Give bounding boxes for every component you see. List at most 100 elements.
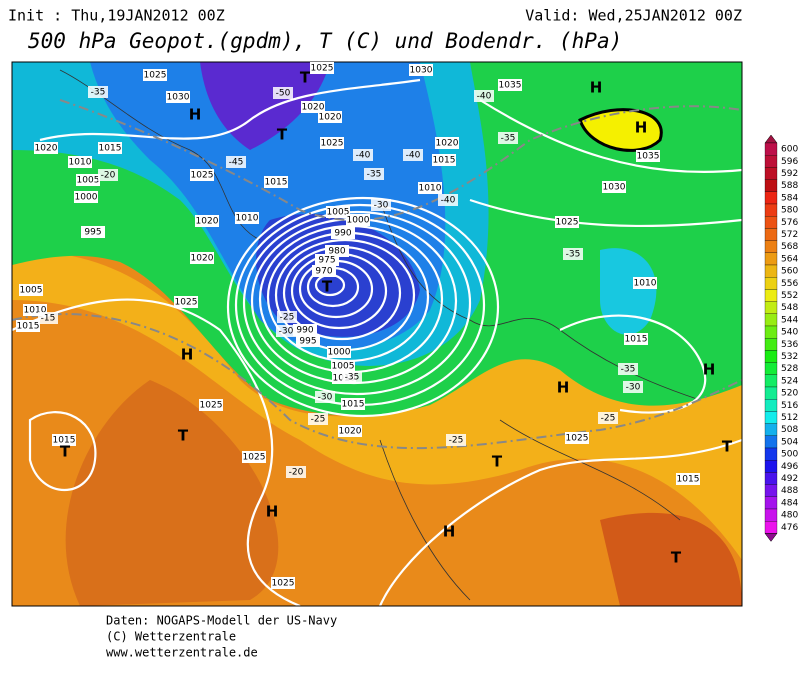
- label-box: [371, 199, 391, 211]
- label-box: [342, 371, 362, 383]
- colorbar-swatch: [764, 313, 778, 327]
- colorbar-label: 536: [781, 340, 798, 350]
- footer-line: www.wetterzentrale.de: [106, 646, 258, 660]
- label-box: [341, 398, 365, 410]
- label-box: [242, 451, 266, 463]
- isotherms: [12, 99, 742, 450]
- colorbar-swatch: [764, 411, 778, 424]
- label-box: [338, 425, 362, 437]
- colorbar-label: 552: [781, 291, 798, 301]
- colorbar-swatch: [764, 386, 778, 400]
- temperature-label: -25: [601, 414, 616, 424]
- label-box: [438, 194, 458, 206]
- label-box: [418, 182, 442, 194]
- init-time: Init : Thu,19JAN2012 00Z: [8, 7, 225, 25]
- label-box: [277, 311, 297, 323]
- isobar-label: 1025: [175, 298, 198, 308]
- label-box: [143, 69, 167, 81]
- colorbar-swatch: [764, 325, 778, 339]
- isobar-label: 975: [318, 256, 335, 266]
- colorbar-swatch: [764, 167, 778, 180]
- colorbar-label: 540: [781, 328, 798, 338]
- pressure-center: H: [557, 379, 570, 397]
- colorbar-swatch: [764, 435, 778, 449]
- colorbar-swatch: [764, 264, 778, 278]
- label-box: [498, 132, 518, 144]
- isobar-label: 1000: [347, 216, 370, 226]
- pressure-center: H: [590, 79, 603, 97]
- isotherm: [59, 99, 742, 222]
- isobar-label: 1030: [603, 183, 626, 193]
- isobar-label: 1020: [436, 139, 459, 149]
- label-box: [320, 137, 344, 149]
- colorbar-label: 496: [781, 462, 798, 472]
- temperature-label: -50: [276, 89, 291, 99]
- label-box: [565, 432, 589, 444]
- isobar-label: 995: [84, 228, 101, 238]
- isobar-label: 1015: [677, 475, 700, 485]
- label-box: [364, 168, 384, 180]
- isobar-label: 1010: [24, 306, 47, 316]
- pressure-center: T: [178, 427, 189, 445]
- isobar-label: 1005: [77, 176, 100, 186]
- colorbar-label: 588: [781, 181, 798, 191]
- colorbar-label: 556: [781, 279, 798, 289]
- label-box: [498, 79, 522, 91]
- pressure-center: T: [300, 69, 311, 87]
- colorbar-swatch: [764, 484, 778, 497]
- isobar-label: 1010: [236, 214, 259, 224]
- label-box: [273, 87, 293, 99]
- label-box: [199, 399, 223, 411]
- colorbar-label: 524: [781, 376, 798, 386]
- isobar: [469, 99, 742, 228]
- colorbar-label: 576: [781, 218, 798, 228]
- temperature-label: -45: [229, 158, 244, 168]
- colorbar-swatch: [764, 191, 778, 205]
- isotherm: [12, 313, 742, 450]
- isobar-label: 1000: [75, 193, 98, 203]
- label-box: [563, 248, 583, 260]
- label-box: [346, 214, 370, 226]
- isobar: [242, 210, 472, 396]
- label-box: [623, 381, 643, 393]
- label-box: [271, 577, 295, 589]
- colorbar-swatch: [764, 203, 778, 217]
- label-box: [446, 434, 466, 446]
- isobar-label: 1010: [69, 158, 92, 168]
- colorbar-swatch: [764, 399, 778, 412]
- pressure-center: H: [703, 361, 716, 379]
- colorbar-label: 516: [781, 401, 798, 411]
- isobar-label: 995: [299, 337, 316, 347]
- colorbar-label: 568: [781, 242, 798, 252]
- pressure-center: H: [189, 106, 202, 124]
- isobar-label: 1025: [556, 218, 579, 228]
- colorbar-cap: [764, 134, 778, 144]
- colorbar-swatch: [764, 447, 778, 461]
- label-box: [98, 169, 118, 181]
- isobar-label: 1025: [200, 401, 223, 411]
- colorbar-label: 600: [781, 145, 798, 155]
- temperature-label: -25: [449, 436, 464, 446]
- pressure-center: H: [443, 523, 456, 541]
- isobar-label: 990: [334, 229, 351, 239]
- label-box: [190, 252, 214, 264]
- isobar: [378, 438, 742, 606]
- colorbar-label: 512: [781, 413, 798, 423]
- cold-pocket: [600, 248, 657, 335]
- isobar-label: 1005: [327, 208, 350, 218]
- label-box: [636, 150, 660, 162]
- label-box: [676, 473, 700, 485]
- isobar-label: 1025: [144, 71, 167, 81]
- label-box: [602, 181, 626, 193]
- temperature-label: -35: [91, 88, 106, 98]
- isobar-label: 1005: [20, 286, 43, 296]
- isobar-label: 1020: [191, 254, 214, 264]
- label-box: [16, 320, 40, 332]
- footer-line: (C) Wetterzentrale: [106, 630, 236, 644]
- isobar: [226, 196, 500, 418]
- colorbar-label: 572: [781, 230, 798, 240]
- isobar-label: 1015: [99, 144, 122, 154]
- temperature-label: -40: [441, 196, 456, 206]
- colorbar-swatch: [764, 252, 778, 266]
- temperature-label: -40: [356, 151, 371, 161]
